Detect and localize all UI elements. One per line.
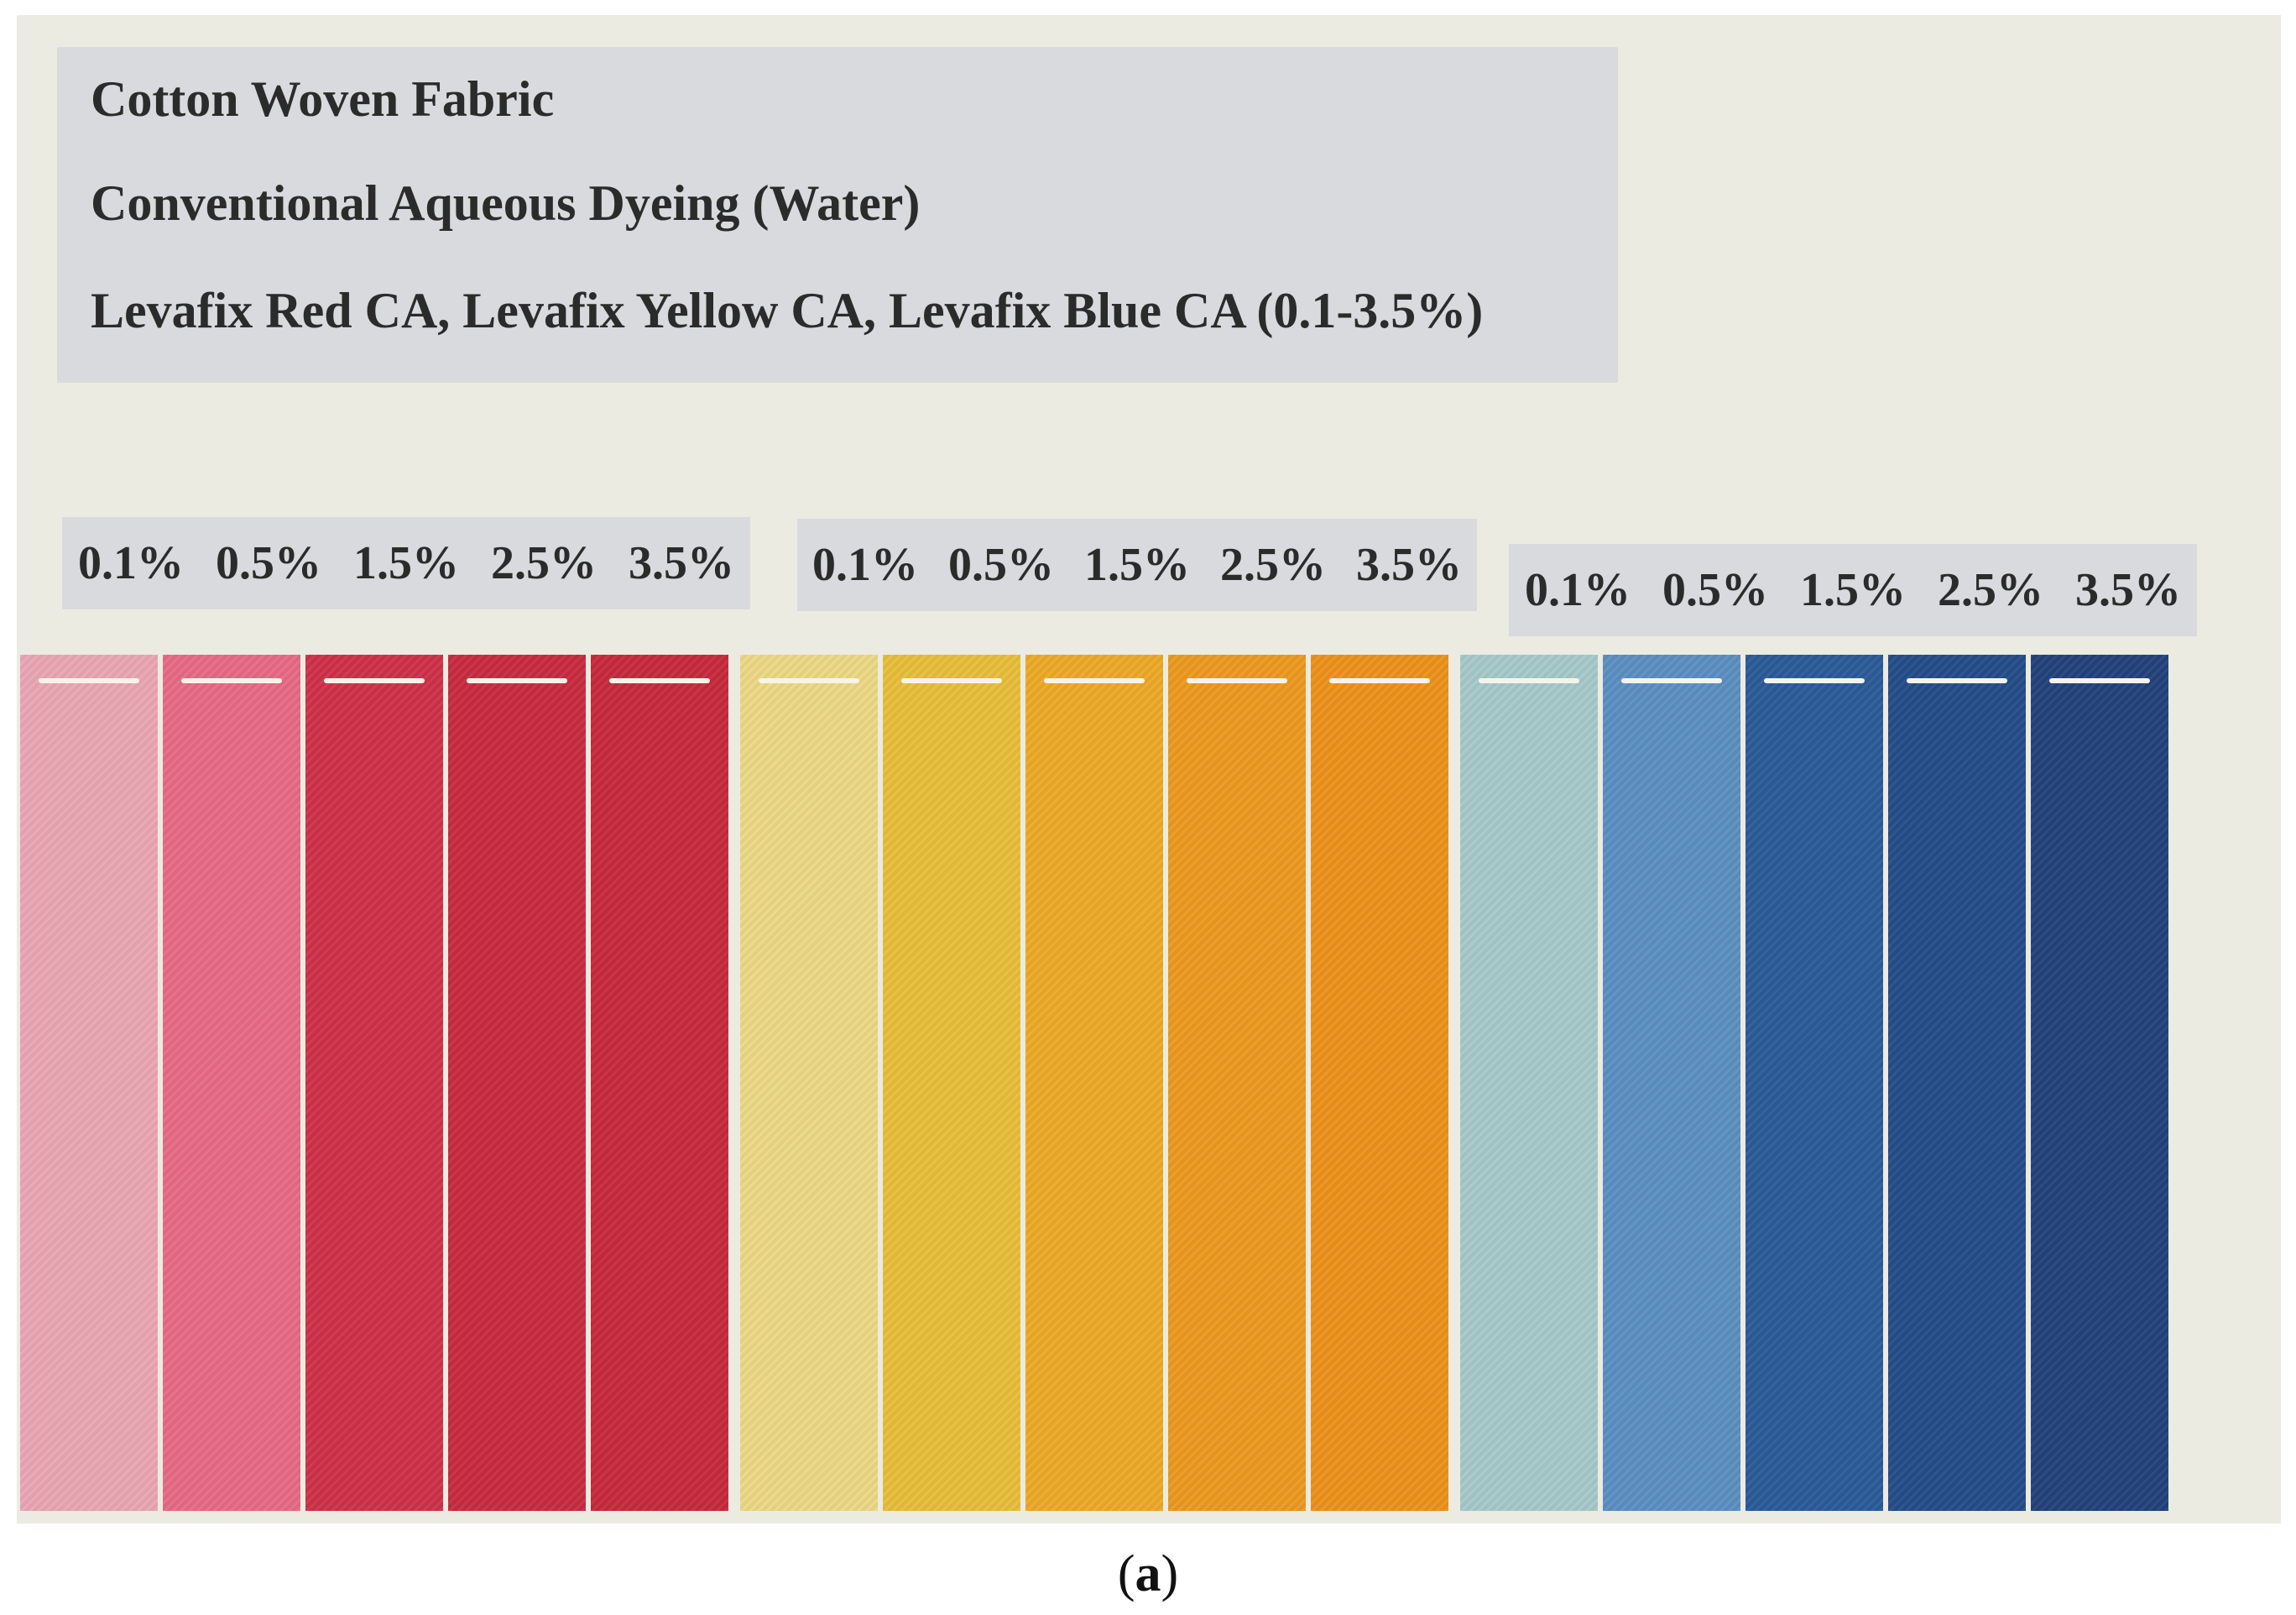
fabric-strip-blue-2 <box>1603 655 1740 1511</box>
concentration-text: 2.5% <box>491 537 597 589</box>
weave-texture <box>448 655 586 1511</box>
weave-texture <box>1603 655 1740 1511</box>
stitch-mark <box>1479 678 1579 683</box>
weave-texture <box>1025 655 1163 1511</box>
stitch-mark <box>467 678 567 683</box>
red-concentration-label: 0.1% 0.5% 1.5% 2.5% 3.5% <box>62 517 750 609</box>
weave-texture <box>740 655 878 1511</box>
concentration-text: 1.5% <box>353 537 459 589</box>
weave-texture <box>1168 655 1306 1511</box>
concentration-text: 0.1% <box>1525 564 1631 616</box>
yellow-concentration-label: 0.1% 0.5% 1.5% 2.5% 3.5% <box>797 519 1477 611</box>
fabric-strip-red-2 <box>163 655 300 1511</box>
fabric-strip-yellow-5 <box>1311 655 1448 1511</box>
concentration-text: 0.5% <box>948 539 1054 591</box>
concentration-text: 1.5% <box>1084 539 1190 591</box>
dyeing-method: Conventional Aqueous Dyeing (Water) <box>91 175 921 231</box>
concentration-text: 3.5% <box>629 537 734 589</box>
fabric-strip-yellow-1 <box>740 655 878 1511</box>
stitch-mark <box>1764 678 1865 683</box>
weave-texture <box>20 655 158 1511</box>
weave-texture <box>1460 655 1598 1511</box>
fabric-strip-yellow-2 <box>883 655 1020 1511</box>
stitch-mark <box>1907 678 2007 683</box>
fabric-strip-blue-3 <box>1745 655 1883 1511</box>
title-label: Cotton Woven Fabric Conventional Aqueous… <box>57 47 1618 383</box>
fabric-strip-red-4 <box>448 655 586 1511</box>
weave-texture <box>1888 655 2026 1511</box>
fabric-strip-red-5 <box>591 655 728 1511</box>
concentration-text: 3.5% <box>1356 539 1462 591</box>
stitch-mark <box>1187 678 1287 683</box>
fabric-strip-blue-1 <box>1460 655 1598 1511</box>
stitch-mark <box>609 678 710 683</box>
fabric-strip-blue-5 <box>2031 655 2168 1511</box>
fabric-title: Cotton Woven Fabric <box>91 71 555 127</box>
sample-board: Cotton Woven Fabric Conventional Aqueous… <box>17 15 2281 1524</box>
caption-letter: a <box>1135 1545 1161 1602</box>
concentration-text: 0.1% <box>812 539 918 591</box>
concentration-text: 3.5% <box>2075 564 2181 616</box>
blue-concentration-label: 0.1% 0.5% 1.5% 2.5% 3.5% <box>1509 544 2197 636</box>
dye-list: Levafix Red CA, Levafix Yellow CA, Levaf… <box>91 283 1484 338</box>
fabric-strip-red-1 <box>20 655 158 1511</box>
concentration-text: 2.5% <box>1938 564 2043 616</box>
figure-caption: (a) <box>1117 1545 1179 1602</box>
stitch-mark <box>1621 678 1722 683</box>
stitch-mark <box>2049 678 2150 683</box>
weave-texture <box>2031 655 2168 1511</box>
concentration-text: 0.1% <box>78 537 184 589</box>
weave-texture <box>1311 655 1448 1511</box>
weave-texture <box>883 655 1020 1511</box>
fabric-strip-red-3 <box>305 655 443 1511</box>
stitch-mark <box>1044 678 1145 683</box>
weave-texture <box>591 655 728 1511</box>
concentration-text: 1.5% <box>1800 564 1906 616</box>
stitch-mark <box>181 678 282 683</box>
weave-texture <box>163 655 300 1511</box>
weave-texture <box>1745 655 1883 1511</box>
concentration-text: 2.5% <box>1220 539 1326 591</box>
stitch-mark <box>901 678 1002 683</box>
concentration-text: 0.5% <box>216 537 321 589</box>
stitch-mark <box>759 678 859 683</box>
stitch-mark <box>324 678 425 683</box>
stitch-mark <box>1329 678 1430 683</box>
fabric-strip-yellow-4 <box>1168 655 1306 1511</box>
fabric-strip-yellow-3 <box>1025 655 1163 1511</box>
stitch-mark <box>39 678 139 683</box>
fabric-strip-blue-4 <box>1888 655 2026 1511</box>
concentration-text: 0.5% <box>1662 564 1768 616</box>
weave-texture <box>305 655 443 1511</box>
